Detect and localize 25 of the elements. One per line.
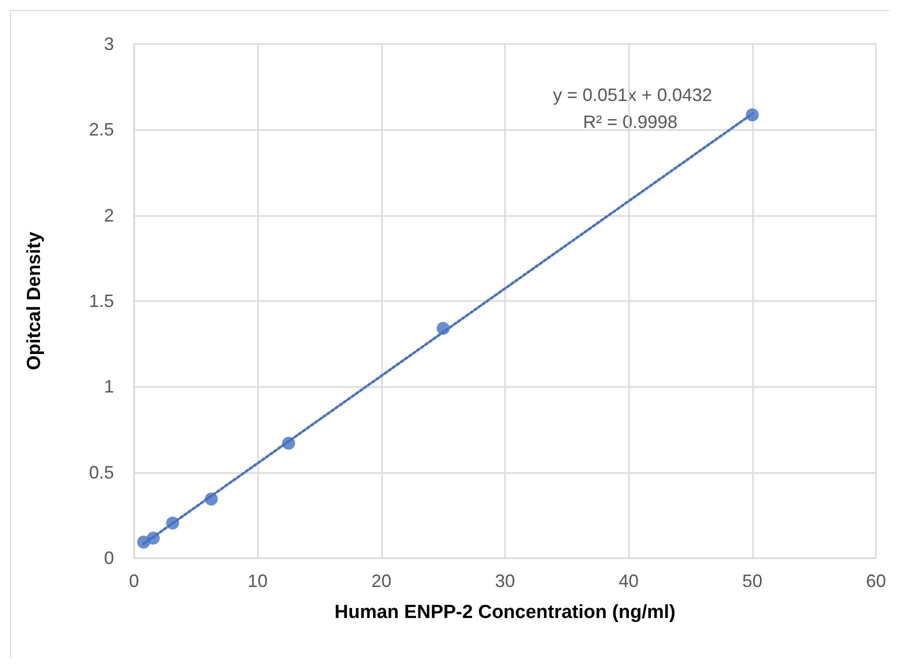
annotation: y = 0.051x + 0.0432 (553, 85, 712, 105)
annotation: R² = 0.9998 (583, 112, 678, 132)
point (282, 436, 296, 450)
x-tick-label: 0 (128, 571, 140, 591)
point (166, 516, 180, 530)
y-tick-label: 0 (104, 548, 114, 568)
x-tick-label: 10 (248, 571, 268, 591)
point (746, 108, 759, 122)
point (436, 322, 450, 335)
point (137, 536, 150, 549)
y-tick-label: 2 (104, 205, 114, 226)
y-tick-label: 2.5 (88, 120, 114, 140)
y-tick-label: 3 (104, 34, 114, 54)
x-tick-label: 40 (618, 571, 639, 591)
x-axis-title: Human ENPP-2 Concentration (ng/ml) (334, 602, 676, 623)
y-tick-label: 1.5 (88, 291, 114, 311)
y-tick-label: 0.5 (88, 462, 114, 482)
y-tick-label: 1 (104, 376, 114, 397)
x-tick-label: 60 (866, 571, 886, 591)
x-tick-label: 50 (742, 571, 762, 591)
x-tick-label: 20 (371, 571, 392, 591)
y-axis-title: Opitcal Density (24, 231, 45, 370)
point (204, 492, 218, 506)
x-tick-label: 30 (494, 571, 516, 591)
point (146, 532, 160, 545)
